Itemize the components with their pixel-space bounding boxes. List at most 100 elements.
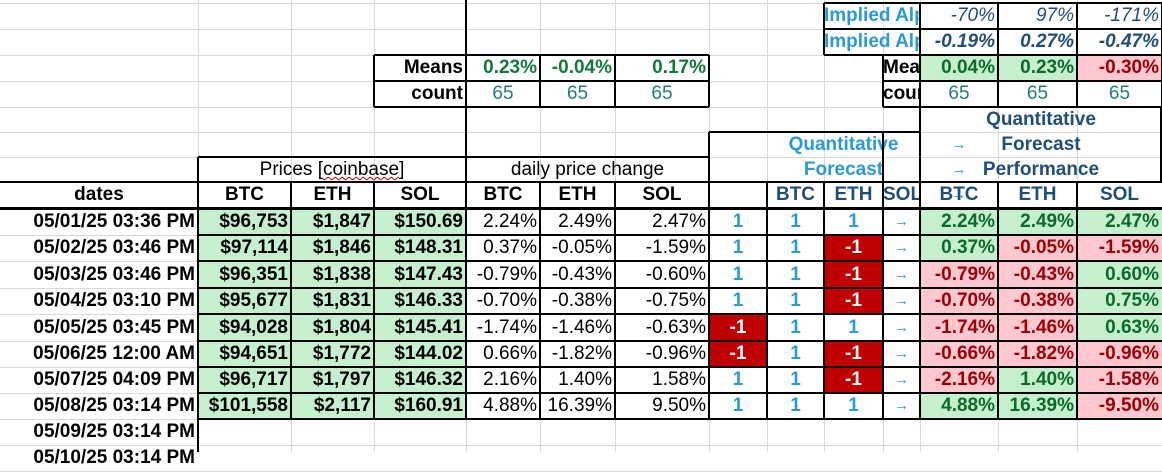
count-value[interactable]: 65: [492, 83, 514, 104]
forecast-cell[interactable]: 1: [790, 264, 801, 285]
forecast-cell[interactable]: 1: [732, 264, 744, 285]
performance-cell[interactable]: 1.40%: [998, 367, 1077, 393]
column-header[interactable]: SOL: [642, 184, 682, 205]
forecast-header-line1[interactable]: Quantitative: [788, 134, 899, 155]
price-cell[interactable]: $1,804: [291, 314, 374, 341]
performance-cell[interactable]: -0.43%: [998, 261, 1077, 288]
daily-change-cell[interactable]: 2.47%: [652, 211, 706, 232]
price-cell[interactable]: $94,651: [198, 341, 291, 367]
forecast-cell[interactable]: 1: [848, 395, 859, 416]
price-cell[interactable]: $146.32: [374, 367, 466, 393]
forecast-cell[interactable]: 1: [732, 290, 744, 311]
daily-change-cell[interactable]: -0.60%: [645, 264, 706, 285]
means-label[interactable]: Means: [403, 57, 463, 78]
date-cell[interactable]: 05/04/25 03:10 PM: [33, 290, 195, 311]
performance-cell[interactable]: 0.60%: [1077, 261, 1162, 288]
count-value[interactable]: 65: [651, 83, 673, 104]
forecast-cell[interactable]: 1: [732, 369, 744, 390]
column-header[interactable]: SOL: [400, 184, 440, 205]
performance-cell[interactable]: 2.24%: [920, 208, 998, 235]
column-header[interactable]: ETH: [313, 184, 352, 205]
implied-alpha-d-value[interactable]: 0.27%: [1020, 31, 1074, 52]
price-cell[interactable]: $1,772: [291, 341, 374, 367]
forecast-cell[interactable]: 1: [790, 290, 801, 311]
forecast-cell[interactable]: 1: [790, 369, 801, 390]
performance-column-header[interactable]: SOL: [1099, 184, 1140, 205]
daily-change-cell[interactable]: -0.96%: [645, 343, 706, 364]
forecast-cell[interactable]: 1: [790, 211, 801, 232]
daily-change-cell[interactable]: -0.38%: [551, 290, 612, 311]
performance-cell[interactable]: -2.16%: [920, 367, 998, 393]
price-cell[interactable]: $2,117: [291, 393, 374, 419]
price-cell[interactable]: $146.33: [374, 288, 466, 314]
daily-change-cell[interactable]: -0.79%: [476, 264, 537, 285]
price-cell[interactable]: $144.02: [374, 341, 466, 367]
forecast-cell[interactable]: 1: [732, 395, 744, 416]
performance-cell[interactable]: -1.58%: [1077, 367, 1162, 393]
price-cell[interactable]: $96,717: [198, 367, 291, 393]
price-cell[interactable]: $1,797: [291, 367, 374, 393]
column-header[interactable]: BTC: [224, 184, 265, 205]
means-value[interactable]: 0.23%: [1020, 57, 1074, 78]
price-cell[interactable]: $148.31: [374, 235, 466, 261]
performance-column-header[interactable]: BTC: [939, 184, 979, 205]
price-cell[interactable]: $95,677: [198, 288, 291, 314]
performance-header-line1[interactable]: Quantitative: [986, 109, 1096, 130]
price-cell[interactable]: $160.91: [374, 393, 466, 419]
implied-alphas-y-label[interactable]: Implied Alphas/y: [824, 5, 920, 26]
forecast-cell[interactable]: -1: [824, 288, 883, 314]
date-cell[interactable]: 05/08/25 03:14 PM: [33, 395, 195, 416]
performance-cell[interactable]: -1.59%: [1077, 235, 1162, 261]
performance-cell[interactable]: -0.05%: [998, 235, 1077, 261]
price-cell[interactable]: $1,831: [291, 288, 374, 314]
price-cell[interactable]: $96,753: [198, 208, 291, 235]
daily-change-cell[interactable]: 2.49%: [558, 211, 612, 232]
implied-alpha-y-value[interactable]: 97%: [1035, 5, 1074, 26]
daily-change-cell[interactable]: 9.50%: [652, 395, 706, 416]
daily-change-cell[interactable]: 2.24%: [483, 211, 537, 232]
daily-change-cell[interactable]: -0.05%: [551, 237, 612, 258]
daily-change-cell[interactable]: -1.82%: [551, 343, 612, 364]
price-cell[interactable]: $1,838: [291, 261, 374, 288]
count-value[interactable]: 65: [566, 83, 589, 104]
dates-header[interactable]: dates: [74, 184, 124, 205]
daily-change-cell[interactable]: -0.43%: [551, 264, 612, 285]
price-cell[interactable]: $94,028: [198, 314, 291, 341]
count-value[interactable]: 65: [1108, 83, 1131, 104]
date-cell[interactable]: 05/07/25 04:09 PM: [33, 369, 195, 390]
forecast-cell[interactable]: -1: [824, 367, 883, 393]
means-label[interactable]: Means: [883, 57, 920, 78]
date-cell[interactable]: 05/10/25 03:14 PM: [33, 447, 195, 468]
forecast-cell[interactable]: 1: [732, 211, 744, 232]
daily-change-cell[interactable]: 16.39%: [547, 395, 612, 416]
performance-header-line2[interactable]: Forecast: [1001, 134, 1081, 155]
implied-alpha-d-value[interactable]: -0.47%: [1098, 31, 1159, 52]
implied-alpha-y-value[interactable]: -171%: [1104, 5, 1159, 26]
performance-cell[interactable]: 2.49%: [998, 208, 1077, 235]
date-cell[interactable]: 05/03/25 03:46 PM: [33, 264, 195, 285]
performance-cell[interactable]: -0.79%: [920, 261, 998, 288]
date-cell[interactable]: 05/01/25 03:36 PM: [33, 211, 195, 232]
forecast-cell[interactable]: -1: [709, 314, 767, 341]
forecast-cell[interactable]: 1: [790, 343, 801, 364]
daily-change-cell[interactable]: -0.63%: [645, 317, 706, 338]
performance-header-line3[interactable]: Performance: [982, 159, 1100, 180]
implied-alphas-d-label[interactable]: Implied Alphas/d: [824, 31, 920, 52]
performance-column-header[interactable]: ETH: [1018, 184, 1057, 205]
daily-change-cell[interactable]: 1.40%: [558, 369, 612, 390]
daily-change-cell[interactable]: 0.66%: [483, 343, 537, 364]
performance-cell[interactable]: 4.88%: [920, 393, 998, 419]
means-value[interactable]: 0.23%: [483, 57, 537, 78]
price-cell[interactable]: $96,351: [198, 261, 291, 288]
means-value[interactable]: -0.04%: [551, 57, 612, 78]
performance-cell[interactable]: 2.47%: [1077, 208, 1162, 235]
means-value[interactable]: 0.04%: [941, 57, 995, 78]
forecast-cell[interactable]: -1: [709, 341, 767, 367]
performance-cell[interactable]: -1.74%: [920, 314, 998, 341]
forecast-cell[interactable]: 1: [848, 317, 859, 338]
forecast-column-header[interactable]: BTC: [775, 184, 816, 205]
forecast-cell[interactable]: 1: [790, 395, 801, 416]
price-cell[interactable]: $97,114: [198, 235, 291, 261]
means-value[interactable]: 0.17%: [652, 57, 706, 78]
